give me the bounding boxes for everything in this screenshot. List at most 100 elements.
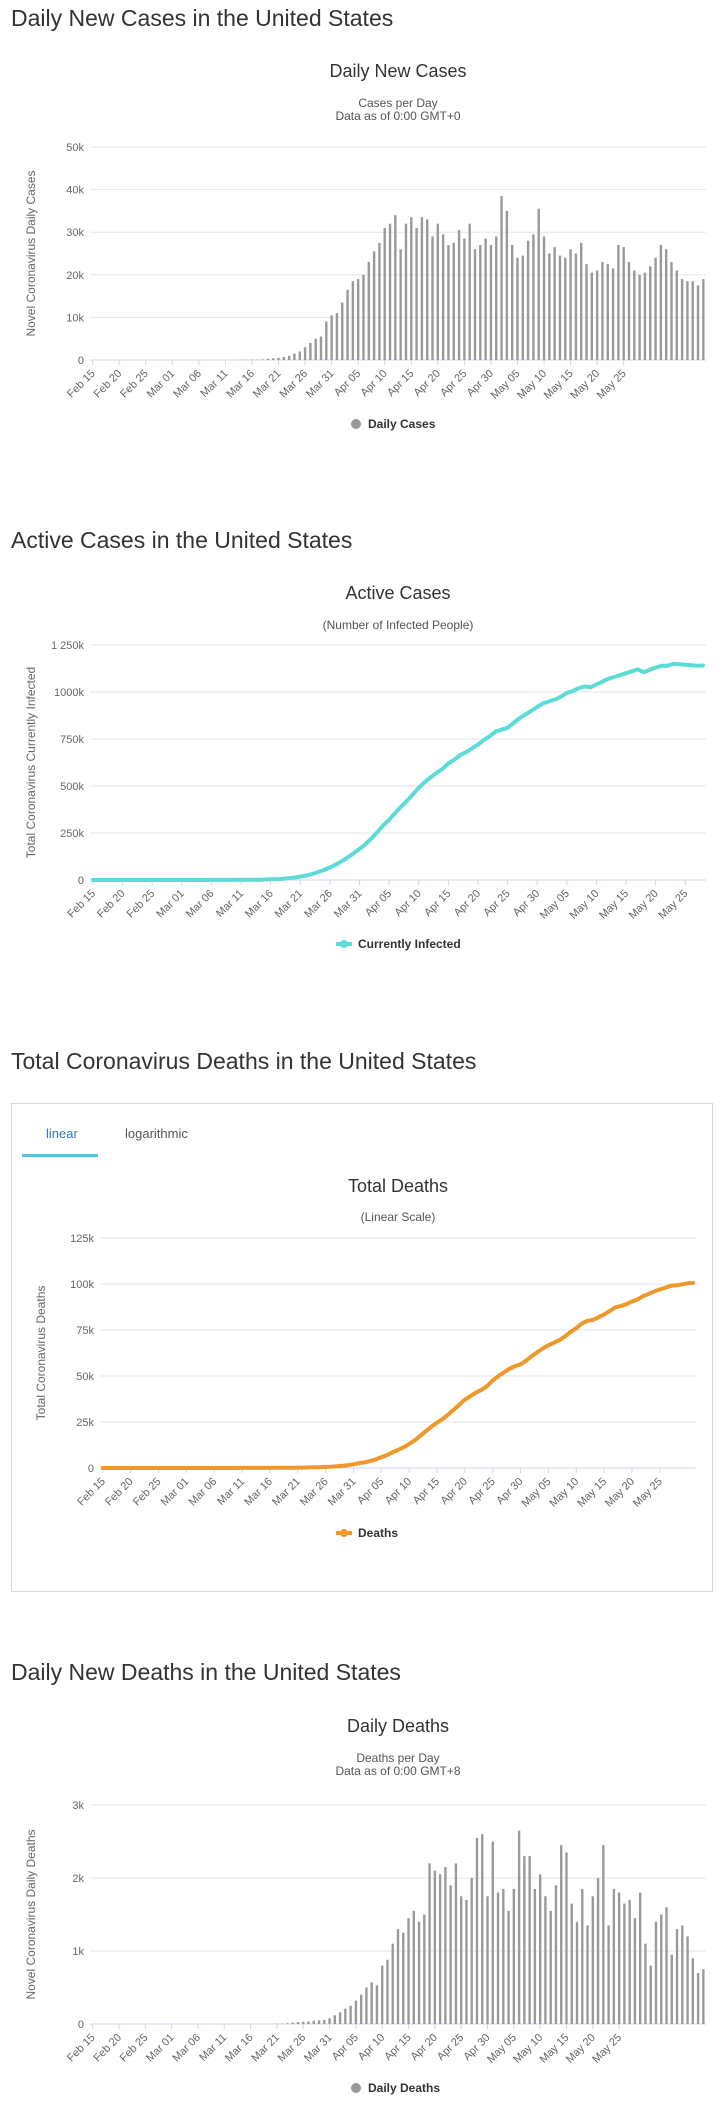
x-tick-label: Mar 31 xyxy=(302,2032,335,2065)
x-tick-label: Apr 25 xyxy=(466,1476,497,1507)
x-tick-label: Mar 11 xyxy=(198,368,230,400)
legend-symbol-icon xyxy=(351,2083,361,2093)
bar xyxy=(555,1885,557,2024)
bar xyxy=(575,254,577,361)
chart-subtitle: (Linear Scale) xyxy=(361,1210,436,1224)
bar xyxy=(304,347,306,360)
y-tick-label: 30k xyxy=(66,227,84,239)
x-tick-label: Mar 11 xyxy=(214,888,246,920)
x-tick-label: Mar 16 xyxy=(224,368,257,401)
bar xyxy=(277,358,279,360)
bar xyxy=(357,279,359,360)
y-axis-label: Total Coronavirus Deaths xyxy=(34,1286,48,1421)
daily-deaths-section-title: Daily New Deaths in the United States xyxy=(11,1659,401,1686)
x-tick-label: May 05 xyxy=(520,1476,554,1510)
y-axis-label: Total Coronavirus Currently Infected xyxy=(24,667,38,858)
y-tick-label: 1 250k xyxy=(51,640,85,652)
bar xyxy=(370,1982,372,2024)
bar xyxy=(399,249,401,360)
x-tick-label: Mar 31 xyxy=(326,1476,359,1509)
y-tick-label: 2k xyxy=(72,1873,84,1885)
bar xyxy=(434,1871,436,2024)
bar xyxy=(622,247,624,360)
x-tick-label: Apr 25 xyxy=(481,888,512,919)
y-tick-label: 0 xyxy=(78,2019,84,2031)
bar xyxy=(564,258,566,360)
y-tick-label: 125k xyxy=(70,1233,94,1245)
bar xyxy=(602,1845,604,2024)
bar xyxy=(314,339,316,360)
x-tick-label: Mar 06 xyxy=(171,368,204,401)
legend: Currently Infected xyxy=(336,937,461,951)
y-tick-label: 1k xyxy=(72,1946,84,1958)
bar xyxy=(613,1889,615,2024)
bar xyxy=(471,1878,473,2024)
bar xyxy=(628,1900,630,2024)
bar xyxy=(634,1918,636,2024)
tab-logarithmic[interactable]: logarithmic xyxy=(125,1126,188,1141)
y-tick-label: 20k xyxy=(66,270,84,282)
bar xyxy=(518,1831,520,2024)
x-tick-label: Apr 20 xyxy=(409,2032,440,2063)
bar xyxy=(418,1922,420,2024)
bar xyxy=(405,224,407,360)
bar xyxy=(607,1925,609,2024)
series-line xyxy=(103,1283,693,1468)
x-tick-label: Mar 21 xyxy=(251,368,284,401)
bar xyxy=(365,1988,367,2025)
bar xyxy=(421,217,423,360)
bar xyxy=(692,1958,694,2024)
bar xyxy=(368,262,370,360)
bar xyxy=(394,215,396,360)
x-tick-label: Apr 05 xyxy=(330,2032,361,2063)
chart-title: Active Cases xyxy=(345,583,450,603)
x-tick-label: Mar 21 xyxy=(249,2032,282,2065)
bar xyxy=(402,1933,404,2024)
chart-title: Total Deaths xyxy=(348,1176,448,1196)
bar xyxy=(586,1925,588,2024)
bar xyxy=(447,245,449,360)
chart-title: Daily Deaths xyxy=(347,1716,449,1736)
x-tick-label: May 25 xyxy=(631,1476,665,1510)
x-tick-label: Feb 15 xyxy=(65,368,98,401)
y-tick-label: 50k xyxy=(66,142,84,154)
bar xyxy=(513,1889,515,2024)
legend-label: Daily Cases xyxy=(368,417,436,431)
x-tick-label: May 15 xyxy=(575,1476,609,1510)
x-tick-label: Mar 31 xyxy=(304,368,337,401)
bar xyxy=(325,322,327,360)
bar xyxy=(665,249,667,360)
bar xyxy=(302,2022,304,2024)
bar xyxy=(697,285,699,360)
y-axis-label: Novel Coronavirus Daily Deaths xyxy=(24,1829,38,1999)
bar xyxy=(490,245,492,360)
bar xyxy=(328,2018,330,2024)
x-tick-label: May 05 xyxy=(538,888,572,922)
legend-symbol-icon xyxy=(340,940,348,948)
bar xyxy=(633,271,635,360)
x-tick-label: Apr 05 xyxy=(332,368,363,399)
x-tick-label: Mar 16 xyxy=(243,888,276,921)
bar xyxy=(349,2006,351,2024)
total-deaths-chart: Total Deaths(Linear Scale)025k50k75k100k… xyxy=(0,1160,725,1570)
bar xyxy=(506,211,508,360)
bar xyxy=(532,234,534,360)
x-tick-label: Mar 06 xyxy=(184,888,217,921)
bar xyxy=(386,1960,388,2024)
bar xyxy=(553,247,555,360)
daily-cases-section-title: Daily New Cases in the United States xyxy=(11,5,393,32)
bar xyxy=(313,2021,315,2024)
x-tick-label: May 25 xyxy=(656,888,690,922)
tab-linear[interactable]: linear xyxy=(46,1126,78,1141)
bar xyxy=(654,258,656,360)
bar xyxy=(523,1856,525,2024)
total-deaths-section-title: Total Coronavirus Deaths in the United S… xyxy=(11,1048,476,1075)
chart-subtitle: Data as of 0:00 GMT+0 xyxy=(335,109,460,123)
legend-symbol-icon xyxy=(351,419,361,429)
bar xyxy=(341,302,343,360)
bar xyxy=(569,249,571,360)
legend: Deaths xyxy=(336,1526,398,1540)
bar xyxy=(628,262,630,360)
bar xyxy=(522,256,524,360)
